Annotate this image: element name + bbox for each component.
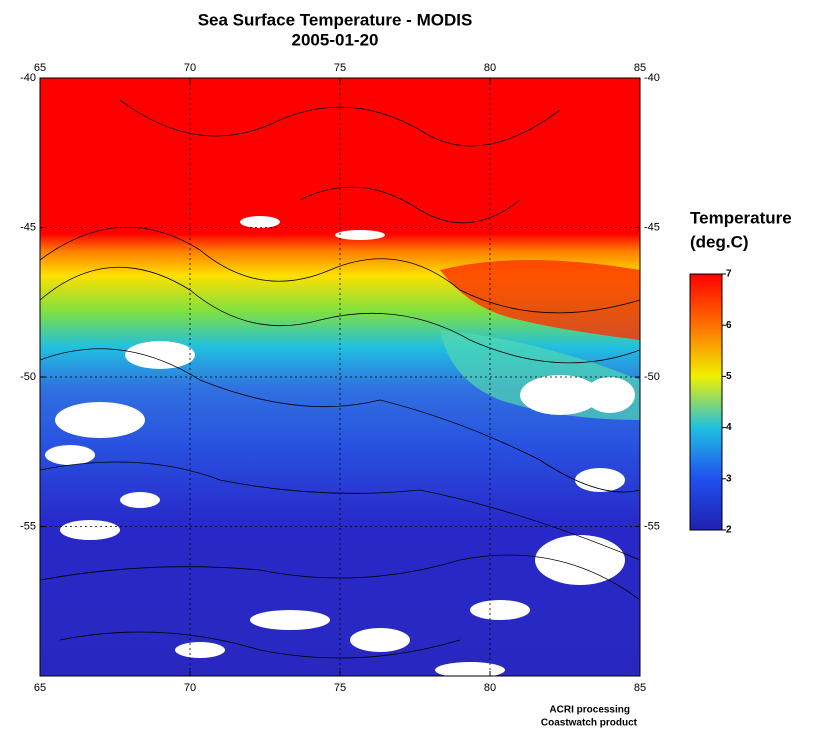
colorbar-tick-label: 5 [726,371,732,382]
y-tick-label: -50 [644,371,660,383]
x-tick-label: 70 [184,62,196,74]
credit: Coastwatch product [541,718,638,729]
x-tick-label: 80 [484,682,496,694]
x-tick-label: 80 [484,62,496,74]
y-tick-label: -40 [20,72,36,84]
colorbar-title: Temperature [690,208,792,227]
credit: ACRI processing [549,705,630,716]
map-title: Sea Surface Temperature - MODIS [198,10,473,29]
colorbar-tick-label: 3 [726,473,732,484]
y-tick-label: -55 [20,520,36,532]
colorbar-tick-label: 4 [726,422,732,433]
colorbar-tick-label: 6 [726,320,732,331]
map-subtitle: 2005-01-20 [292,30,379,49]
x-tick-label: 85 [634,682,646,694]
y-tick-label: -50 [20,371,36,383]
x-tick-label: 65 [34,682,46,694]
colorbar-unit: (deg.C) [690,232,749,251]
y-tick-label: -40 [644,72,660,84]
x-tick-label: 70 [184,682,196,694]
y-tick-label: -45 [20,221,36,233]
x-tick-label: 75 [334,62,346,74]
y-tick-label: -55 [644,520,660,532]
y-tick-label: -45 [644,221,660,233]
x-tick-label: 85 [634,62,646,74]
colorbar-tick-label: 2 [726,525,732,536]
x-tick-label: 75 [334,682,346,694]
colorbar [689,273,723,531]
colorbar-tick-label: 7 [726,269,732,280]
x-tick-label: 65 [34,62,46,74]
